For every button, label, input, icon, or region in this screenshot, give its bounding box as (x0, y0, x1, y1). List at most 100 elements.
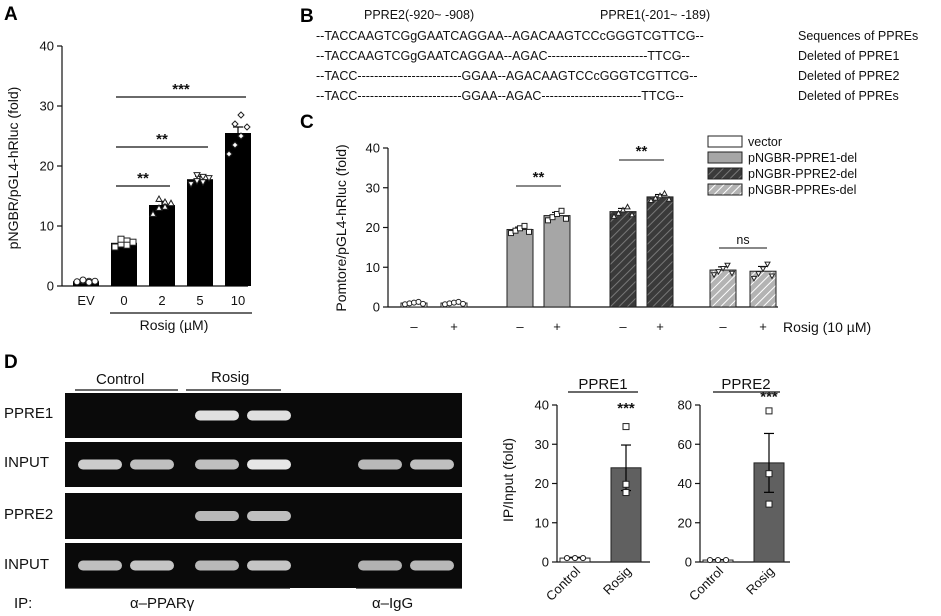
panel-c-y-tick-label: 10 (366, 260, 380, 275)
panel-a-point (205, 175, 213, 183)
gel-band (247, 511, 291, 521)
panel-c-y-tick-label: 20 (366, 220, 380, 235)
panelD2-x-tick-label: Rosig (743, 564, 777, 598)
panel-c-x-tick-label: – (719, 319, 727, 334)
gel-band (410, 459, 454, 470)
panel-label-b: B (300, 6, 314, 27)
panel-a-x-tick-label: EV (77, 293, 95, 308)
panel-c-point (558, 207, 565, 214)
panel-a-y-tick-label: 0 (47, 279, 54, 294)
panelD2-y-tick-label: 60 (678, 437, 692, 452)
gel-band (195, 560, 239, 571)
panelD1-point (579, 554, 587, 562)
panelD1-y-tick-label: 30 (535, 437, 549, 452)
panel-c-point (610, 212, 618, 219)
panel-c-legend-label: vector (748, 135, 782, 149)
panelD1-point (622, 423, 630, 431)
panel-a-point (123, 241, 131, 249)
panel-c-point (563, 215, 569, 222)
panel-a-bar (225, 133, 251, 286)
panel-c-legend-label: pNGBR-PPREs-del (748, 183, 856, 197)
panel-a-y-tick-label: 10 (40, 219, 54, 234)
panelD2-point (765, 407, 773, 415)
panel-a-point (199, 179, 207, 187)
panel-a-y-tick-label: 30 (40, 99, 54, 114)
gel-antibody-igg: α–IgG (372, 595, 413, 612)
seq-row-3-label: Deleted of PPRE2 (798, 69, 899, 83)
panel-c-x-tick-label: – (619, 319, 627, 334)
panel-c-x-tick-label: – (516, 319, 524, 334)
panel-a-point (129, 238, 137, 246)
seq-row-3: --TACC-------------------------GGAA--AGA… (316, 69, 698, 83)
panel-c-significance-label: ns (736, 233, 749, 247)
panelD2-significance-label: *** (760, 388, 778, 405)
gel-band (410, 560, 454, 571)
panel-a-point (91, 277, 99, 285)
panel-c-point (764, 261, 771, 268)
panel-b-sequences: PPRE2(-920~ -908) PPRE1(-201~ -189) --TA… (316, 8, 918, 103)
panel-a-point (73, 278, 81, 286)
panelD1-point (563, 554, 571, 562)
panel-d-ylabel: IP/Input (fold) (500, 438, 516, 522)
gel-band (130, 560, 174, 571)
panel-a-point (243, 123, 251, 131)
panel-d-gel: Control Rosig PPRE1 INPUT PPRE2 INPUT IP… (4, 369, 462, 612)
panel-c-point (619, 206, 627, 213)
gel-band (195, 459, 239, 470)
panel-a-point (193, 172, 201, 180)
panel-c-bar (543, 215, 571, 308)
panelD1-point (622, 489, 630, 497)
panel-a-point (231, 120, 239, 128)
panelD2-y-tick-label: 40 (678, 476, 692, 491)
panel-a-y-tick-label: 40 (40, 39, 54, 54)
panel-label-d: D (4, 352, 18, 373)
panel-c-point (661, 189, 668, 196)
gel-row-label-input2: INPUT (4, 556, 49, 573)
panel-c-xlabel: Rosig (10 µM) (783, 319, 871, 335)
panel-c-point (647, 196, 655, 203)
panel-c-point (719, 265, 727, 272)
panel-c-legend-swatch (707, 167, 743, 180)
panel-c-point (715, 269, 722, 276)
panel-c-point (656, 192, 664, 199)
panel-a-point (167, 199, 175, 207)
panel-c-point (526, 228, 532, 235)
panel-a-significance-label: ** (156, 131, 168, 148)
panel-c-point (549, 214, 556, 221)
panel-a-bar (187, 179, 213, 286)
panel-c-significance-label: ** (636, 143, 648, 160)
panel-c-x-tick-label: + (450, 319, 458, 334)
gel-band (78, 459, 122, 470)
gel-band (130, 459, 174, 470)
panel-c-significance-label: ** (533, 169, 545, 186)
ppre1-header: PPRE1(-201~ -189) (600, 8, 710, 22)
panel-a-x-tick-label: 2 (158, 293, 165, 308)
panel-c-x-tick-label: + (553, 319, 561, 334)
panel-a-point (231, 141, 239, 149)
panel-a-point (237, 111, 245, 119)
gel-ip-label: IP: (14, 595, 32, 612)
panel-c-y-tick-label: 0 (373, 300, 380, 315)
panel-a-point (85, 278, 93, 286)
gel-row-label-ppre1: PPRE1 (4, 405, 53, 422)
seq-row-2: --TACCAAGTCGgGAATCAGGAA--AGAC-----------… (316, 49, 690, 63)
panelD1-y-tick-label: 40 (535, 398, 549, 413)
panel-a-point (161, 202, 169, 210)
panelD2-point (706, 556, 714, 564)
panel-a-point (117, 235, 125, 243)
panelD1-y-tick-label: 0 (542, 555, 549, 570)
panel-c-point (624, 203, 631, 210)
panelD1-significance-label: *** (617, 400, 635, 417)
gel-group-control: Control (96, 371, 144, 388)
panel-d-ppre1-title: PPRE1 (578, 376, 627, 393)
panelD2-point (765, 470, 773, 478)
panel-c-bar (506, 228, 534, 308)
panel-c-point (521, 222, 528, 229)
panel-c-point (628, 211, 636, 218)
panel-a-significance-label: ** (137, 170, 149, 187)
panel-c-point (755, 271, 762, 278)
panel-c-y-tick-label: 30 (366, 180, 380, 195)
